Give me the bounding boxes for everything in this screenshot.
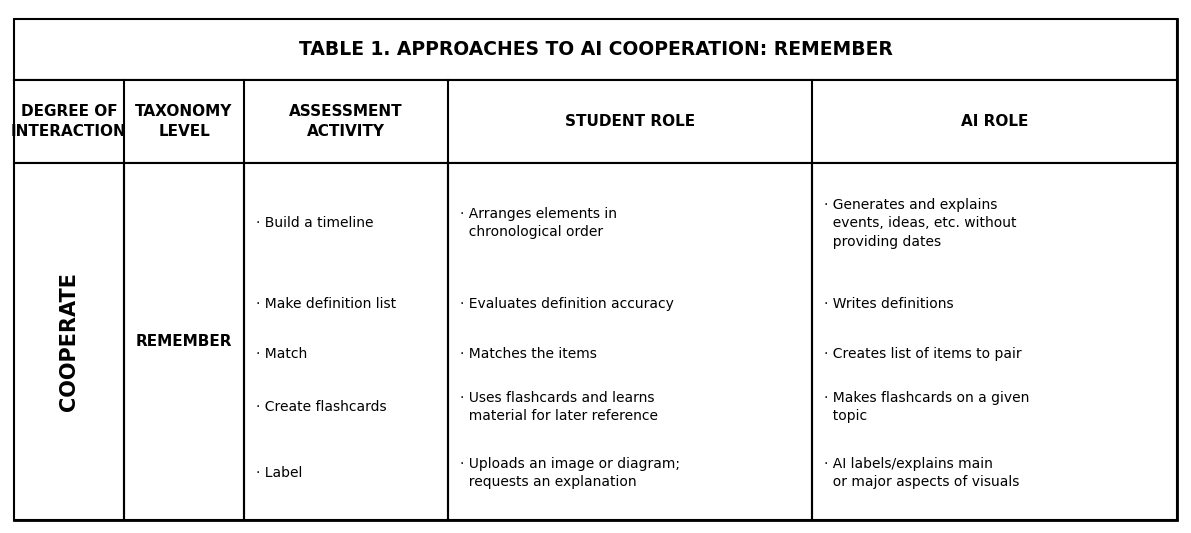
Bar — [14, 19, 1177, 80]
Text: DEGREE OF
INTERACTION: DEGREE OF INTERACTION — [11, 104, 126, 139]
Text: · Create flashcards: · Create flashcards — [256, 400, 387, 414]
Text: · Build a timeline: · Build a timeline — [256, 216, 374, 230]
Text: ASSESSMENT
ACTIVITY: ASSESSMENT ACTIVITY — [289, 104, 403, 139]
Text: · Creates list of items to pair: · Creates list of items to pair — [824, 346, 1022, 361]
Text: · Matches the items: · Matches the items — [460, 346, 597, 361]
Bar — [14, 80, 1177, 163]
Text: · Writes definitions: · Writes definitions — [824, 297, 954, 311]
Text: COOPERATE: COOPERATE — [58, 272, 79, 410]
Text: TABLE 1. APPROACHES TO AI COOPERATION: REMEMBER: TABLE 1. APPROACHES TO AI COOPERATION: R… — [299, 40, 892, 59]
Text: AI ROLE: AI ROLE — [961, 114, 1028, 129]
Text: · Match: · Match — [256, 346, 307, 361]
Text: REMEMBER: REMEMBER — [136, 334, 232, 349]
Text: · Label: · Label — [256, 466, 303, 480]
Bar — [14, 163, 1177, 520]
Text: · Arranges elements in
  chronological order: · Arranges elements in chronological ord… — [460, 207, 617, 239]
Text: · Makes flashcards on a given
  topic: · Makes flashcards on a given topic — [824, 391, 1029, 423]
Text: · Uploads an image or diagram;
  requests an explanation: · Uploads an image or diagram; requests … — [460, 457, 680, 489]
Text: STUDENT ROLE: STUDENT ROLE — [565, 114, 696, 129]
Text: · Make definition list: · Make definition list — [256, 297, 397, 311]
Text: TAXONOMY
LEVEL: TAXONOMY LEVEL — [136, 104, 232, 139]
Text: · Evaluates definition accuracy: · Evaluates definition accuracy — [460, 297, 674, 311]
Text: · Generates and explains
  events, ideas, etc. without
  providing dates: · Generates and explains events, ideas, … — [824, 198, 1017, 249]
Text: · AI labels/explains main
  or major aspects of visuals: · AI labels/explains main or major aspec… — [824, 457, 1019, 489]
Text: · Uses flashcards and learns
  material for later reference: · Uses flashcards and learns material fo… — [460, 391, 657, 423]
